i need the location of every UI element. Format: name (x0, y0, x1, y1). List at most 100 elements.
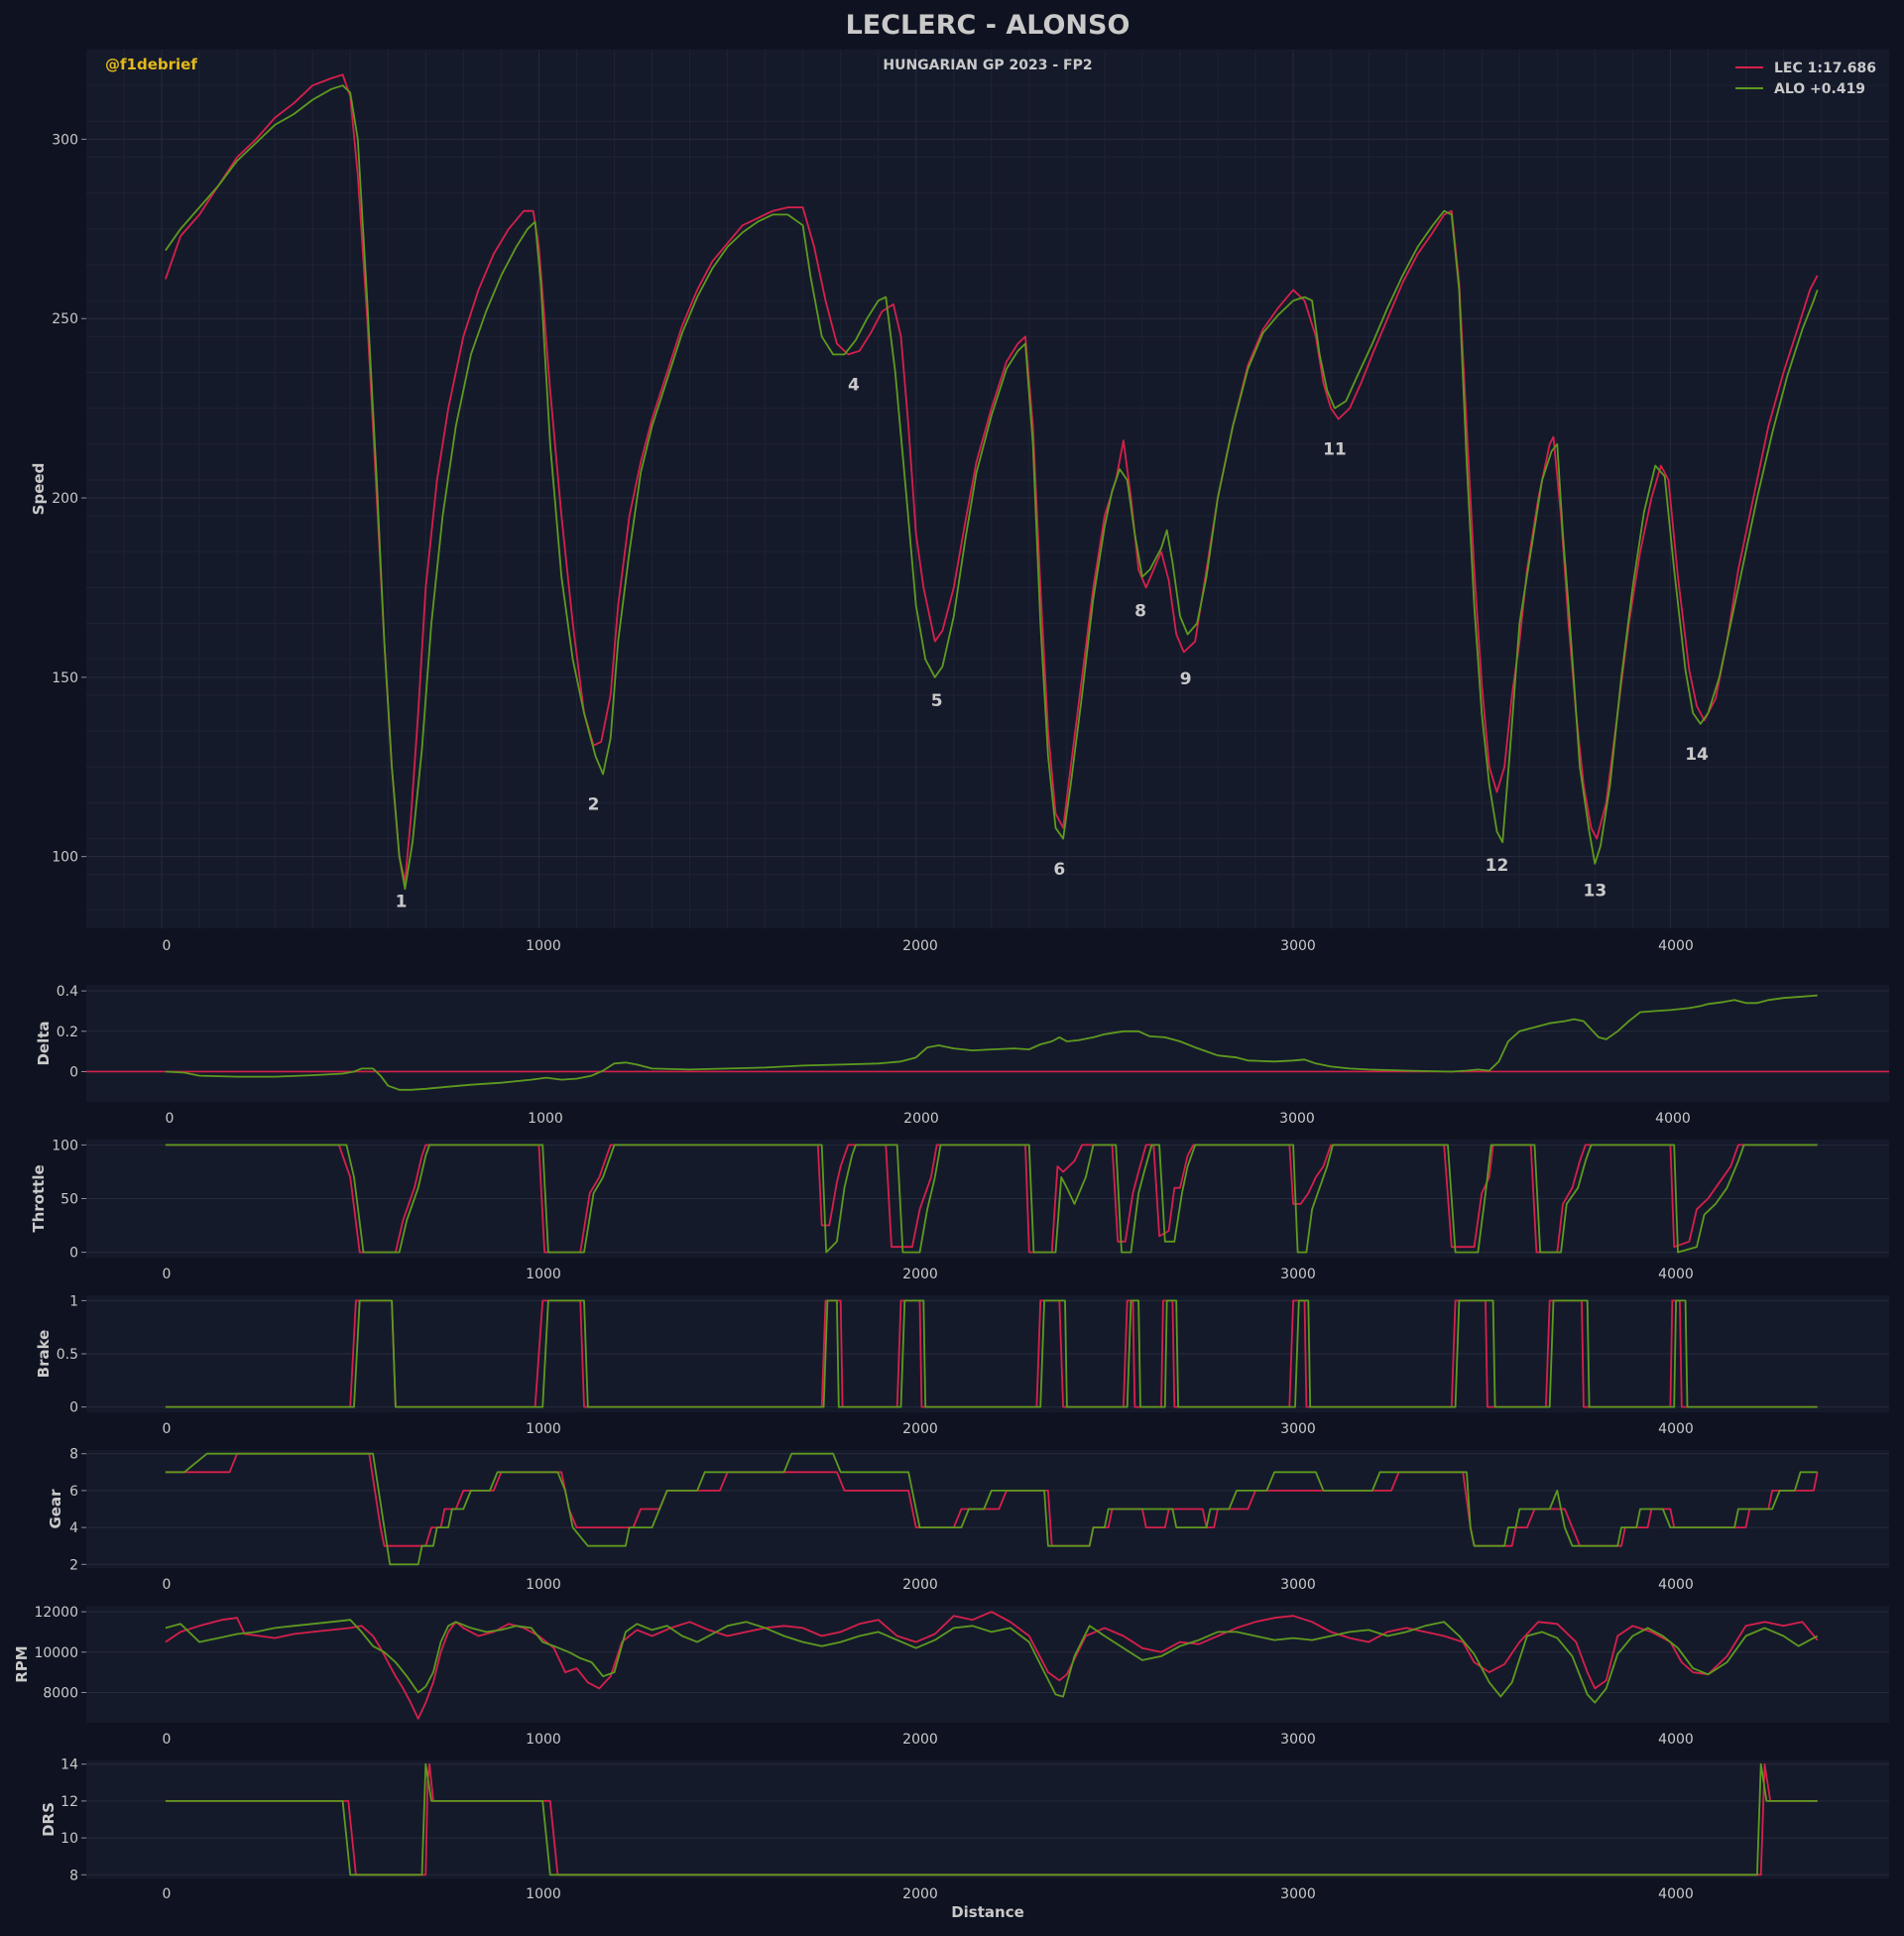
credit-text: @f1debrief (105, 56, 197, 73)
speed-y-tick-label: 300 (52, 132, 78, 148)
brake-x-tick-label: 3000 (1280, 1421, 1316, 1437)
legend: LEC 1:17.686 ALO +0.419 (1735, 60, 1876, 97)
drs-plot-area (86, 1760, 1889, 1878)
delta-y-axis-label: Delta (35, 1021, 53, 1065)
delta-y-tick-label: 0 (69, 1064, 78, 1080)
speed-x-tick-label: 3000 (1280, 938, 1316, 954)
brake-x-tick-label: 1000 (526, 1421, 561, 1437)
throttle-y-tick-label: 0 (69, 1246, 78, 1262)
gear-y-tick-label: 8 (69, 1447, 78, 1463)
delta-x-tick-label: 1000 (528, 1111, 563, 1127)
brake-y-tick-label: 1 (69, 1293, 78, 1309)
rpm-x-tick-label: 2000 (902, 1732, 938, 1748)
chart-subtitle: HUNGARIAN GP 2023 - FP2 (883, 58, 1092, 73)
panel-gear: 2 4 6 8 0 1000 2000 3000 4000 Gear (47, 1447, 1889, 1593)
drs-y-tick-label: 8 (69, 1868, 78, 1883)
brake-series-lec-line (165, 1299, 1818, 1408)
drs-x-tick-label: 0 (163, 1886, 172, 1902)
drs-y-axis-label: DRS (40, 1802, 58, 1837)
rpm-y-axis-label: RPM (13, 1645, 31, 1682)
throttle-x-tick-label: 1000 (526, 1267, 561, 1282)
corner-label: 4 (848, 376, 860, 396)
speed-x-tick-label: 0 (163, 938, 172, 954)
rpm-y-tick-label: 10000 (34, 1645, 78, 1661)
gear-x-tick-label: 3000 (1280, 1577, 1316, 1593)
drs-x-tick-label: 2000 (902, 1886, 938, 1902)
speed-y-tick-label: 250 (52, 311, 78, 327)
corner-label: 2 (588, 795, 600, 815)
throttle-y-axis-label: Throttle (30, 1164, 48, 1232)
rpm-x-tick-label: 3000 (1280, 1732, 1316, 1748)
drs-x-tick-label: 1000 (526, 1886, 561, 1902)
rpm-y-tick-label: 8000 (43, 1685, 78, 1701)
corner-label: 11 (1323, 440, 1347, 460)
delta-x-tick-label: 3000 (1279, 1111, 1315, 1127)
corner-label: 1 (396, 892, 408, 911)
throttle-series-alo-line (165, 1144, 1818, 1254)
gear-x-tick-label: 0 (163, 1577, 172, 1593)
rpm-y-tick-label: 12000 (34, 1605, 78, 1621)
rpm-x-tick-label: 0 (163, 1732, 172, 1748)
speed-x-tick-label: 2000 (902, 938, 938, 954)
throttle-series-lec-line (165, 1144, 1818, 1254)
rpm-series-lec-line (165, 1611, 1819, 1720)
corner-label: 13 (1584, 881, 1607, 901)
brake-x-tick-label: 2000 (902, 1421, 938, 1437)
corner-label: 8 (1134, 601, 1146, 621)
panel-rpm: 8000 10000 12000 0 1000 2000 3000 4000 RPM (13, 1605, 1889, 1748)
speed-y-tick-label: 100 (52, 850, 78, 866)
brake-y-tick-label: 0.5 (57, 1347, 78, 1363)
corner-label: 6 (1053, 860, 1065, 880)
delta-y-tick-label: 0.4 (57, 984, 78, 1000)
throttle-x-tick-label: 0 (163, 1267, 172, 1282)
rpm-x-tick-label: 4000 (1658, 1732, 1694, 1748)
throttle-y-tick-label: 100 (52, 1138, 78, 1153)
delta-series-alo-line (165, 994, 1818, 1091)
brake-series-alo-line (165, 1299, 1818, 1408)
rpm-series-alo-line (165, 1619, 1819, 1704)
speed-y-tick-label: 150 (52, 670, 78, 686)
drs-x-tick-label: 3000 (1280, 1886, 1316, 1902)
speed-y-axis-label: Speed (30, 463, 48, 516)
corner-label: 12 (1486, 856, 1509, 876)
drs-y-tick-label: 10 (60, 1831, 78, 1847)
gear-y-tick-label: 4 (69, 1520, 78, 1536)
corner-label: 9 (1180, 669, 1192, 689)
drs-y-tick-label: 14 (60, 1757, 78, 1773)
x-axis-label: Distance (951, 1903, 1024, 1921)
drs-series-alo-line (165, 1762, 1818, 1876)
gear-y-axis-label: Gear (47, 1489, 64, 1529)
speed-series-lec-line (165, 73, 1819, 883)
gear-x-tick-label: 1000 (526, 1577, 561, 1593)
delta-plot-area (86, 985, 1889, 1102)
gear-y-tick-label: 2 (69, 1557, 78, 1573)
gear-y-tick-label: 6 (69, 1484, 78, 1500)
brake-y-tick-label: 0 (69, 1400, 78, 1416)
panel-delta: 0 0.2 0.4 0 1000 2000 3000 4000 Delta (35, 984, 1889, 1127)
rpm-plot-area (86, 1606, 1889, 1723)
throttle-x-tick-label: 2000 (902, 1267, 938, 1282)
panel-brake: 0 0.5 1 0 1000 2000 3000 4000 Brake (35, 1293, 1889, 1437)
throttle-x-tick-label: 3000 (1280, 1267, 1316, 1282)
speed-x-tick-label: 4000 (1658, 938, 1694, 954)
panel-drs: 8 10 12 14 0 1000 2000 3000 4000 DRS (40, 1757, 1889, 1902)
drs-y-tick-label: 12 (60, 1794, 78, 1810)
throttle-x-tick-label: 4000 (1658, 1267, 1694, 1282)
delta-x-tick-label: 2000 (903, 1111, 939, 1127)
speed-plot-area (86, 50, 1889, 928)
drs-x-tick-label: 4000 (1658, 1886, 1694, 1902)
legend-entry: ALO +0.419 (1774, 81, 1865, 97)
speed-y-tick-label: 200 (52, 491, 78, 507)
brake-x-tick-label: 0 (163, 1421, 172, 1437)
chart-title: LECLERC - ALONSO (846, 10, 1130, 41)
delta-x-tick-label: 4000 (1655, 1111, 1691, 1127)
speed-series-alo-line (165, 84, 1819, 891)
delta-x-tick-label: 0 (166, 1111, 175, 1127)
legend-entry: LEC 1:17.686 (1774, 60, 1876, 76)
corner-label: 5 (931, 691, 943, 711)
speed-x-tick-label: 1000 (526, 938, 561, 954)
throttle-y-tick-label: 50 (60, 1192, 78, 1208)
